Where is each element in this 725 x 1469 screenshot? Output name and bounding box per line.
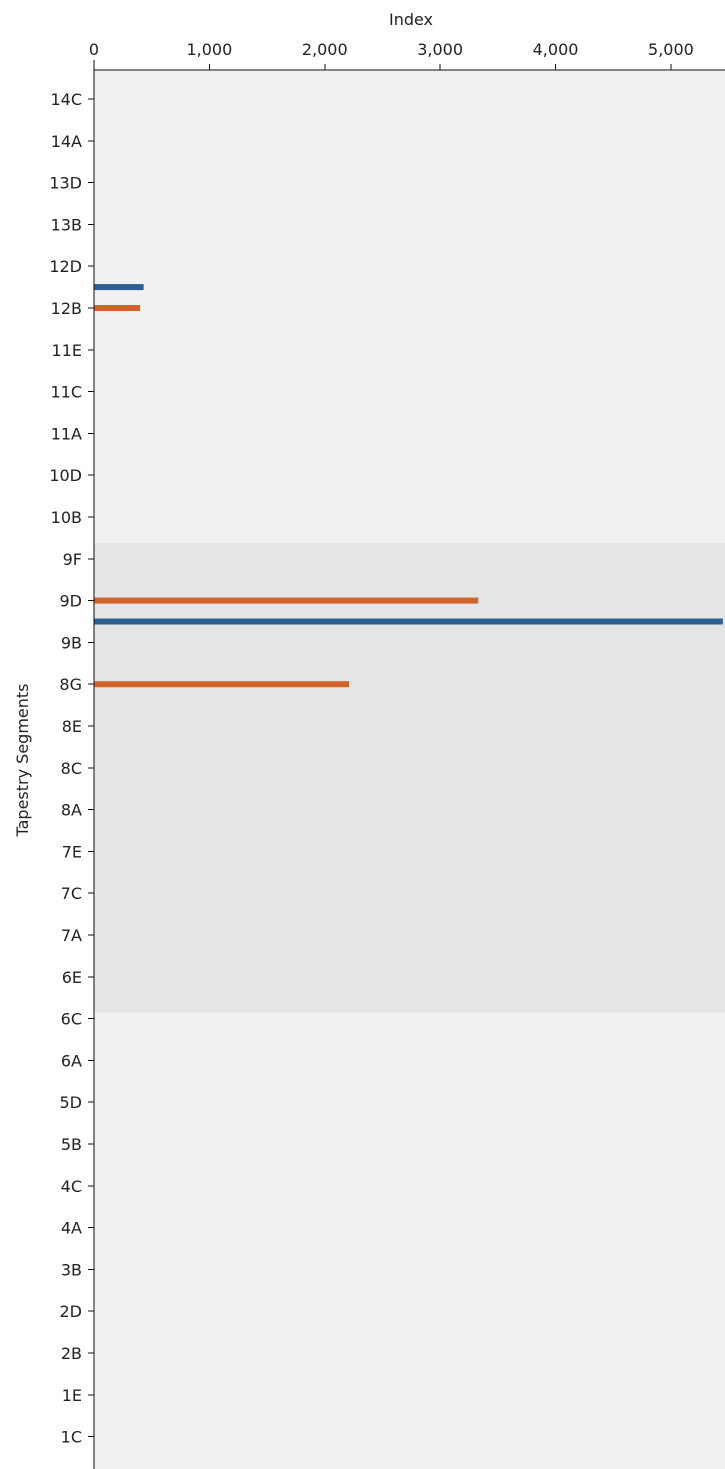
y-tick-label: 4A bbox=[61, 1219, 82, 1238]
y-tick-label: 12B bbox=[51, 299, 82, 318]
y-ticks: 14C 14A 13D 13B 12D 12B 11E 11C 11A 10D 10B 9F 9D 9B 8… bbox=[49, 90, 94, 1447]
bars-layer bbox=[94, 284, 723, 688]
y-tick-label: 9B bbox=[61, 633, 82, 652]
x-ticks: 0 1,000 2,000 3,000 4,000 5,000 bbox=[89, 40, 694, 70]
y-tick-label: 13D bbox=[49, 174, 82, 193]
x-tick-label: 1,000 bbox=[186, 40, 232, 59]
bar-series-1 bbox=[94, 284, 144, 291]
y-tick-label: 10B bbox=[51, 508, 82, 527]
x-axis-label: Index bbox=[389, 10, 433, 29]
y-tick-label: 14C bbox=[50, 90, 82, 109]
bar-series-2 bbox=[94, 681, 349, 688]
y-tick-label: 8E bbox=[62, 717, 82, 736]
x-tick-label: 4,000 bbox=[533, 40, 579, 59]
y-tick-label: 1E bbox=[62, 1386, 82, 1405]
y-tick-label: 6A bbox=[61, 1051, 82, 1070]
bar-series-2 bbox=[94, 597, 479, 604]
x-tick-label: 5,000 bbox=[648, 40, 694, 59]
y-tick-label: 4C bbox=[61, 1177, 82, 1196]
y-tick-label: 8G bbox=[59, 675, 82, 694]
y-tick-label: 8A bbox=[61, 801, 82, 820]
y-tick-label: 1C bbox=[61, 1428, 82, 1447]
y-axis-label: Tapestry Segments bbox=[13, 683, 32, 837]
y-tick-label: 6E bbox=[62, 968, 82, 987]
y-tick-label: 9F bbox=[63, 550, 82, 569]
x-tick-label: 0 bbox=[89, 40, 99, 59]
x-tick-label: 3,000 bbox=[417, 40, 463, 59]
y-tick-label: 7E bbox=[62, 842, 82, 861]
y-tick-label: 8C bbox=[61, 759, 82, 778]
y-tick-label: 11E bbox=[52, 341, 82, 360]
y-tick-label: 7A bbox=[61, 926, 82, 945]
y-tick-label: 9D bbox=[60, 592, 83, 611]
bar-series-2 bbox=[94, 305, 141, 311]
y-tick-label: 11A bbox=[51, 424, 82, 443]
y-tick-label: 5D bbox=[60, 1093, 83, 1112]
y-tick-label: 3B bbox=[61, 1260, 82, 1279]
y-tick-label: 13B bbox=[51, 215, 82, 234]
y-tick-label: 14A bbox=[51, 132, 82, 151]
bar-series-1 bbox=[94, 618, 723, 625]
highlight-band bbox=[94, 542, 725, 1013]
y-tick-label: 2D bbox=[60, 1302, 83, 1321]
y-tick-label: 12D bbox=[49, 257, 82, 276]
x-tick-label: 2,000 bbox=[302, 40, 348, 59]
y-tick-label: 5B bbox=[61, 1135, 82, 1154]
y-tick-label: 11C bbox=[50, 383, 82, 402]
y-tick-label: 7C bbox=[61, 884, 82, 903]
y-tick-label: 10D bbox=[49, 466, 82, 485]
y-tick-label: 6C bbox=[61, 1010, 82, 1029]
y-tick-label: 2B bbox=[61, 1344, 82, 1363]
